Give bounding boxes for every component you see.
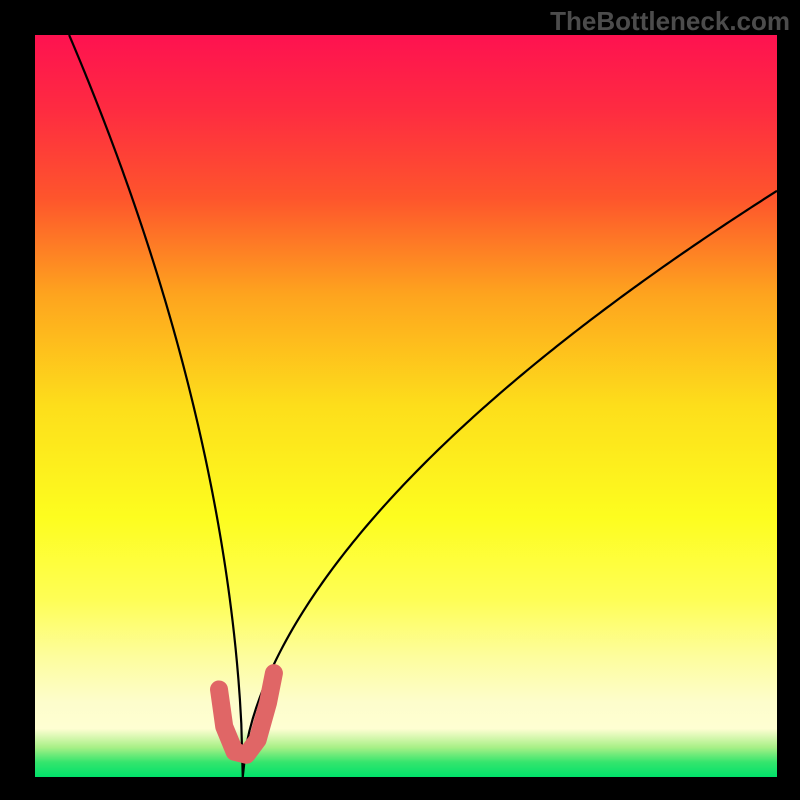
chart-container: TheBottleneck.com [0,0,800,800]
bottleneck-curve-chart [35,35,777,777]
plot-area [35,35,777,777]
watermark-text: TheBottleneck.com [550,6,790,37]
gradient-background [35,35,777,777]
